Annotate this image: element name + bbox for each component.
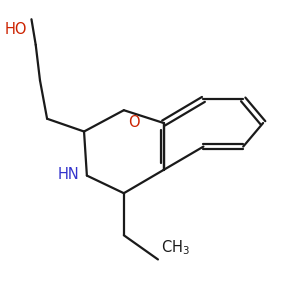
Text: O: O [128,115,140,130]
Text: HN: HN [58,167,80,182]
Text: HO: HO [5,22,27,37]
Text: CH$_3$: CH$_3$ [161,238,190,257]
